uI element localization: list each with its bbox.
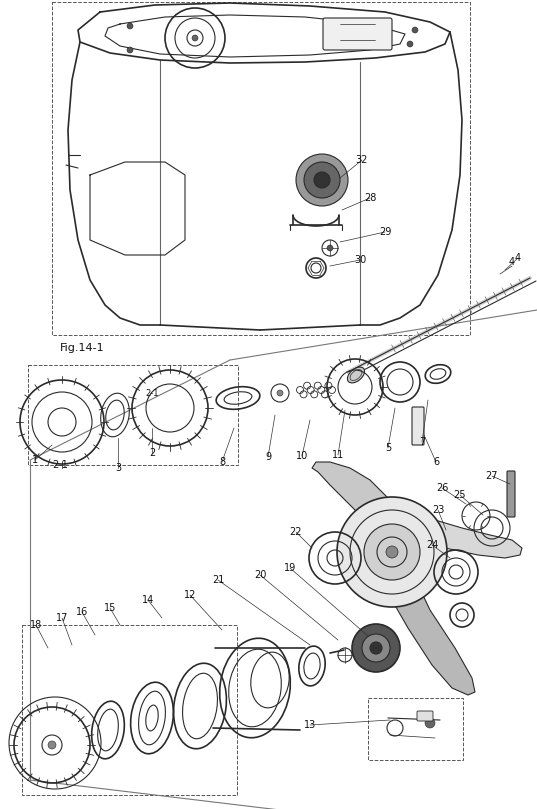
Text: 14: 14 bbox=[142, 595, 154, 605]
Bar bbox=[22, 625, 237, 795]
Text: 3: 3 bbox=[115, 463, 121, 473]
Circle shape bbox=[362, 634, 390, 662]
Circle shape bbox=[370, 642, 382, 654]
Circle shape bbox=[127, 23, 133, 29]
Polygon shape bbox=[312, 462, 398, 552]
Circle shape bbox=[364, 524, 420, 580]
Circle shape bbox=[352, 624, 400, 672]
Circle shape bbox=[296, 154, 348, 206]
Text: 6: 6 bbox=[433, 457, 439, 467]
Text: 8: 8 bbox=[219, 457, 225, 467]
Text: 1: 1 bbox=[32, 455, 38, 465]
Ellipse shape bbox=[347, 367, 365, 383]
FancyBboxPatch shape bbox=[323, 18, 392, 50]
Text: 2: 2 bbox=[149, 448, 155, 458]
FancyBboxPatch shape bbox=[507, 471, 515, 517]
Text: 24: 24 bbox=[426, 540, 438, 550]
Circle shape bbox=[304, 162, 340, 198]
Text: 26: 26 bbox=[436, 483, 448, 493]
Circle shape bbox=[386, 546, 398, 558]
Text: 7: 7 bbox=[419, 437, 425, 447]
Text: Fig.14-1: Fig.14-1 bbox=[60, 343, 105, 353]
Text: 11: 11 bbox=[332, 450, 344, 460]
Bar bbox=[368, 698, 463, 760]
Text: 21: 21 bbox=[212, 575, 224, 585]
Circle shape bbox=[314, 172, 330, 188]
Text: 13: 13 bbox=[304, 720, 316, 730]
FancyBboxPatch shape bbox=[412, 407, 424, 445]
Text: 4: 4 bbox=[515, 253, 521, 263]
Text: 19: 19 bbox=[284, 563, 296, 573]
FancyBboxPatch shape bbox=[417, 711, 433, 721]
Circle shape bbox=[192, 35, 198, 41]
Text: 22: 22 bbox=[290, 527, 302, 537]
Polygon shape bbox=[392, 512, 522, 558]
Text: 17: 17 bbox=[56, 613, 68, 623]
Text: 29: 29 bbox=[379, 227, 391, 237]
Text: 9: 9 bbox=[265, 452, 271, 462]
Text: 10: 10 bbox=[296, 451, 308, 461]
Bar bbox=[28, 365, 238, 465]
Text: 2-1: 2-1 bbox=[145, 388, 159, 397]
Circle shape bbox=[277, 390, 283, 396]
Text: 16: 16 bbox=[76, 607, 88, 617]
Circle shape bbox=[412, 27, 418, 33]
Text: 15: 15 bbox=[104, 603, 116, 613]
Circle shape bbox=[407, 41, 413, 47]
Text: 12: 12 bbox=[184, 590, 196, 600]
Polygon shape bbox=[372, 552, 475, 695]
Text: 23: 23 bbox=[432, 505, 444, 515]
Text: 20: 20 bbox=[254, 570, 266, 580]
Circle shape bbox=[337, 497, 447, 607]
Text: 30: 30 bbox=[354, 255, 366, 265]
Text: 25: 25 bbox=[454, 490, 466, 500]
Bar bbox=[52, 2, 470, 335]
Circle shape bbox=[425, 718, 435, 728]
Circle shape bbox=[127, 47, 133, 53]
Text: 18: 18 bbox=[30, 620, 42, 630]
Circle shape bbox=[48, 741, 56, 749]
Text: 5: 5 bbox=[385, 443, 391, 453]
Text: 28: 28 bbox=[364, 193, 376, 203]
Circle shape bbox=[327, 245, 333, 251]
Text: 4: 4 bbox=[509, 257, 515, 267]
Text: 32: 32 bbox=[356, 155, 368, 165]
Text: 27: 27 bbox=[486, 471, 498, 481]
Text: 2-1: 2-1 bbox=[52, 460, 68, 470]
